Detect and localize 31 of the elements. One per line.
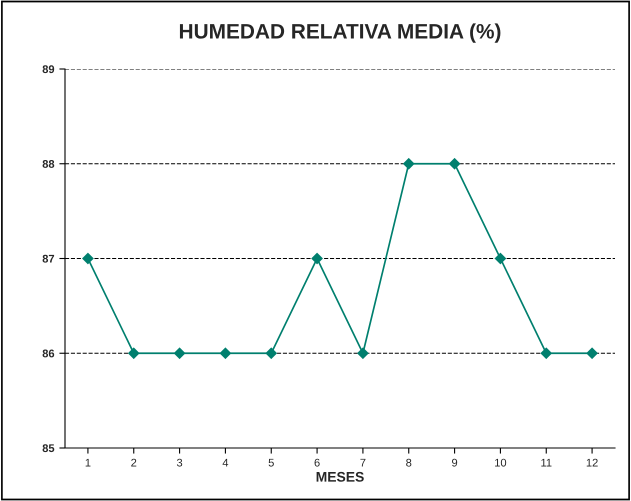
point <box>448 158 460 170</box>
y-tick-label: 85 <box>42 444 54 452</box>
x-tick-label: 10 <box>495 458 506 467</box>
x-tick-label: 6 <box>314 458 320 467</box>
point <box>540 348 552 359</box>
point <box>220 348 232 359</box>
x-tick-label: 7 <box>360 458 366 466</box>
point <box>311 252 323 264</box>
y-tick-label: 89 <box>42 65 54 74</box>
point <box>494 252 506 264</box>
point <box>357 348 369 359</box>
point <box>403 158 414 170</box>
y-tick-label: 86 <box>42 350 54 358</box>
x-tick-label: 4 <box>222 458 228 466</box>
chart-title: HUMEDAD RELATIVA MEDIA (%) <box>180 23 500 43</box>
x-tick-label: 8 <box>406 458 412 467</box>
point <box>174 348 186 359</box>
point <box>82 252 94 264</box>
x-tick-label: 12 <box>586 458 598 466</box>
y-tick-label: 87 <box>42 254 54 263</box>
x-tick-label: 1 <box>86 458 90 466</box>
y-tick-label: 88 <box>42 160 54 168</box>
x-tick-label: 9 <box>452 458 458 467</box>
point <box>586 348 598 359</box>
x-tick-label: 3 <box>176 458 182 467</box>
x-axis-title: MESES <box>316 472 364 482</box>
x-tick-label: 5 <box>268 458 274 467</box>
x-tick-label: 2 <box>131 458 136 466</box>
point <box>266 348 277 359</box>
x-tick-label: 11 <box>541 458 552 466</box>
point <box>128 348 140 359</box>
